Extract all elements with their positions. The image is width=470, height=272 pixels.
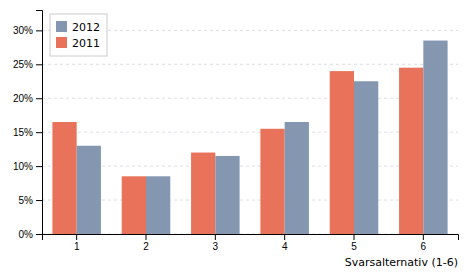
tick: 6 — [421, 234, 427, 252]
plot: 1 2 3 4 5 6 0% 5% 10% 15% 20% 25% 30% 2012 2011 — [13, 11, 459, 253]
grid-line — [42, 98, 458, 99]
tick-label: 15% — [13, 127, 33, 138]
tick-mark — [215, 234, 216, 240]
tick: 5 — [351, 234, 357, 252]
grid — [42, 30, 458, 234]
bar — [399, 68, 423, 234]
tick-label: 6 — [421, 241, 427, 252]
x-axis: 1 2 3 4 5 6 — [43, 234, 459, 252]
tick-label: 3 — [213, 241, 219, 252]
tick: 5% — [19, 195, 42, 206]
bar — [215, 156, 239, 234]
tick-label: 5 — [351, 241, 357, 252]
tick: 25% — [13, 59, 42, 70]
bar — [285, 122, 309, 234]
legend-label: 2012 — [72, 21, 100, 34]
tick: 3 — [213, 234, 219, 252]
tick-mark — [36, 98, 42, 99]
tick: 4 — [282, 234, 288, 252]
grid-line — [42, 166, 458, 167]
series — [52, 68, 423, 234]
bars — [52, 41, 447, 234]
bar — [260, 129, 284, 234]
x-axis-label: Svarsalternativ (1-6) — [345, 256, 458, 269]
tick: 2 — [143, 234, 149, 252]
tick: 10% — [13, 161, 42, 172]
axis-line — [43, 235, 459, 241]
tick-label: 10% — [13, 161, 33, 172]
grid-line — [42, 132, 458, 133]
axis-line — [36, 11, 43, 235]
bar — [330, 71, 354, 234]
bar — [122, 176, 146, 234]
tick-label: 30% — [13, 25, 33, 36]
tick-mark — [423, 234, 424, 240]
tick-label: 4 — [282, 241, 288, 252]
tick-mark — [36, 30, 42, 31]
tick-label: 2 — [143, 241, 149, 252]
tick-mark — [284, 234, 285, 240]
tick-mark — [36, 200, 42, 201]
legend: 2012 2011 — [50, 14, 107, 56]
tick-mark — [76, 234, 77, 240]
tick-mark — [36, 132, 42, 133]
legend-swatch — [56, 21, 67, 32]
grid-line — [42, 64, 458, 65]
legend-box — [50, 14, 107, 56]
tick-label: 25% — [13, 59, 33, 70]
tick: 30% — [13, 25, 42, 36]
legend-swatch — [56, 37, 67, 48]
tick-mark — [36, 166, 42, 167]
bar — [354, 81, 378, 234]
tick-mark — [36, 64, 42, 65]
chart: 1 2 3 4 5 6 0% 5% 10% 15% 20% 25% 30% 2012 2011 Svarsal… — [0, 0, 470, 272]
tick: 20% — [13, 93, 42, 104]
tick-label: 5% — [19, 195, 34, 206]
bar — [146, 176, 170, 234]
tick-label: 1 — [74, 241, 80, 252]
tick-mark — [36, 234, 42, 235]
tick: 0% — [19, 229, 42, 240]
legend-label: 2011 — [72, 37, 100, 50]
tick-mark — [146, 234, 147, 240]
tick: 1 — [74, 234, 80, 252]
bar — [77, 146, 101, 234]
tick: 15% — [13, 127, 42, 138]
series — [77, 41, 448, 234]
bar — [191, 153, 215, 234]
bar — [52, 122, 76, 234]
tick-label: 0% — [19, 229, 34, 240]
tick-mark — [354, 234, 355, 240]
tick-label: 20% — [13, 93, 33, 104]
bar — [423, 41, 447, 234]
y-axis: 0% 5% 10% 15% 20% 25% 30% — [13, 11, 43, 240]
grid-line — [42, 200, 458, 201]
